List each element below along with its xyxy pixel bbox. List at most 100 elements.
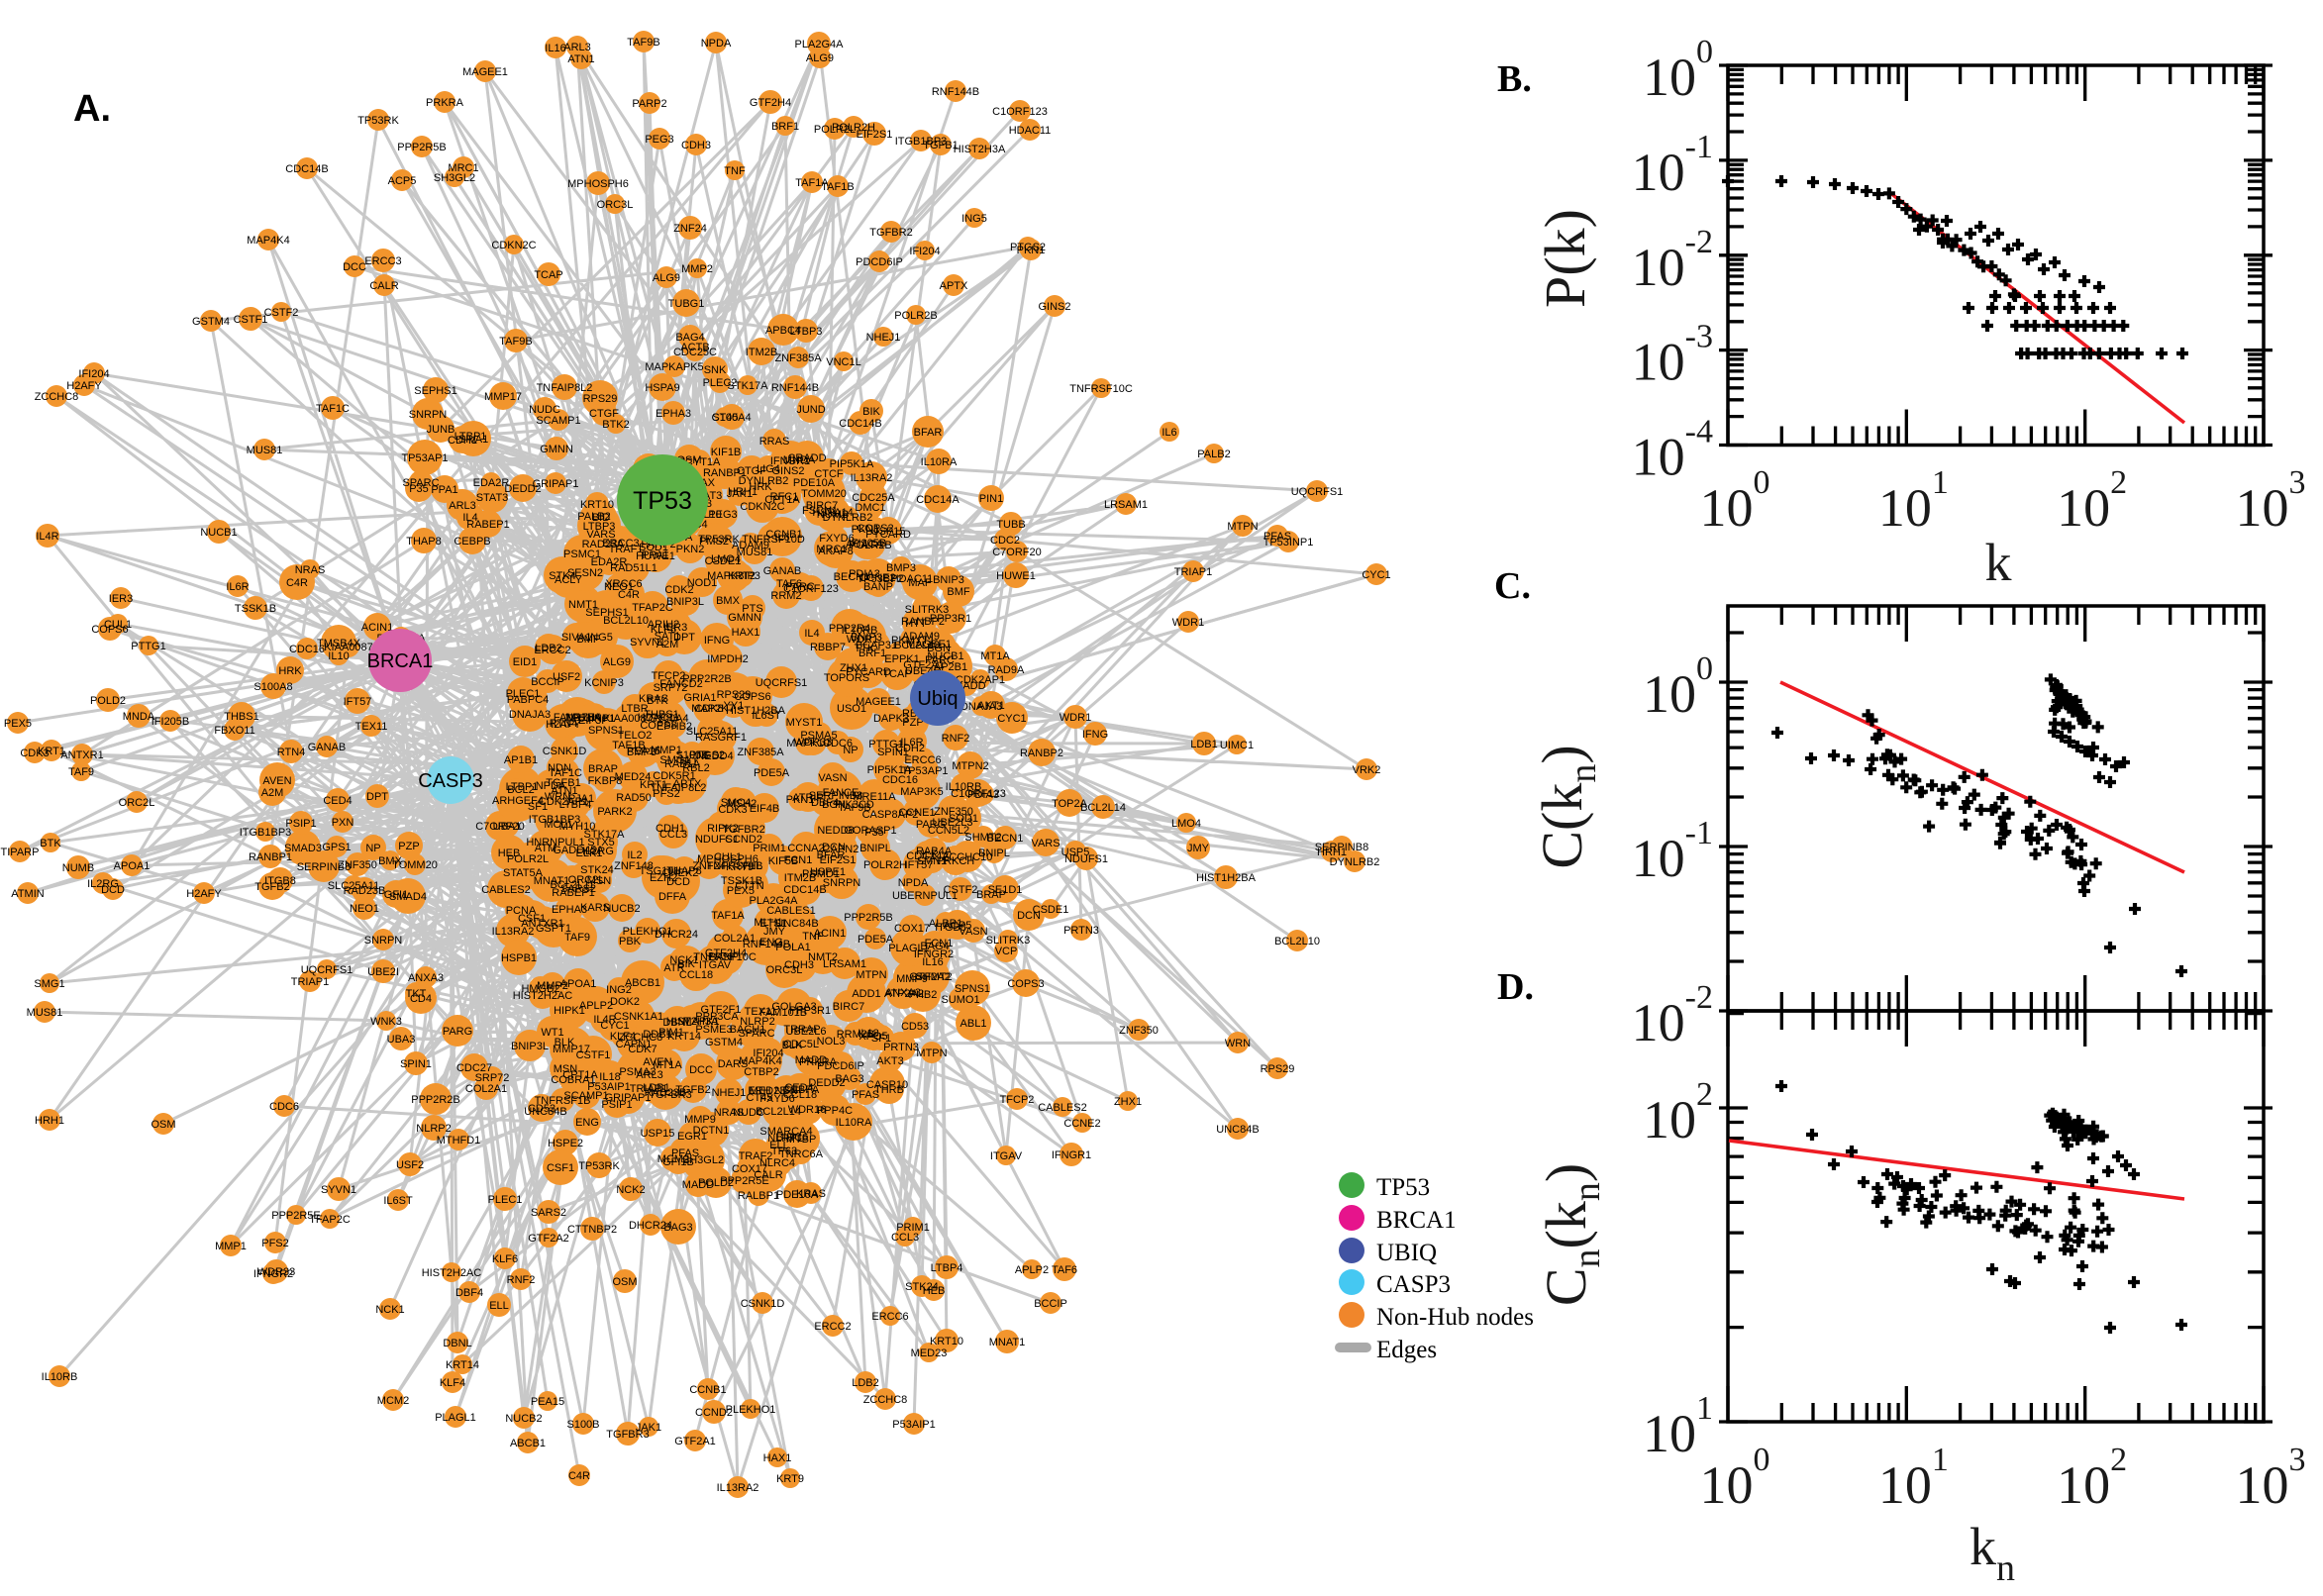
svg-text:NP: NP	[365, 843, 380, 854]
svg-text:JMY: JMY	[1187, 843, 1210, 854]
svg-text:PFS2: PFS2	[653, 788, 680, 800]
svg-text:LTBP4: LTBP4	[931, 1262, 963, 1274]
svg-text:STK24: STK24	[905, 1281, 939, 1293]
svg-text:TNFAIP8L2: TNFAIP8L2	[651, 782, 707, 794]
svg-text:APLP2: APLP2	[1015, 1264, 1049, 1276]
svg-text:CASP10: CASP10	[866, 1079, 908, 1091]
svg-text:BNIP3L: BNIP3L	[666, 596, 704, 608]
svg-text:PKN1: PKN1	[1017, 245, 1046, 256]
svg-text:TKT: TKT	[406, 988, 427, 1000]
svg-text:PRIM1: PRIM1	[896, 1222, 930, 1234]
svg-text:CPT1A: CPT1A	[562, 1069, 598, 1081]
svg-text:PEG3: PEG3	[645, 134, 673, 146]
svg-text:NOD1: NOD1	[687, 577, 718, 589]
svg-text:TFCP2: TFCP2	[1000, 1094, 1035, 1106]
svg-text:PPA1: PPA1	[642, 549, 668, 561]
svg-text:PPP2R5B: PPP2R5B	[397, 142, 447, 153]
svg-text:GMNN: GMNN	[728, 612, 761, 624]
svg-text:ZNF350: ZNF350	[338, 859, 377, 871]
svg-text:IL4R: IL4R	[36, 531, 58, 543]
svg-text:CED4: CED4	[323, 795, 352, 807]
svg-text:BCAP31: BCAP31	[856, 640, 897, 651]
svg-text:TP53RK: TP53RK	[357, 115, 399, 127]
svg-text:RTN4: RTN4	[550, 718, 578, 730]
svg-text:HRK: HRK	[749, 481, 772, 493]
svg-text:CCL3: CCL3	[659, 829, 687, 841]
svg-text:S100A8: S100A8	[253, 681, 292, 693]
svg-text:BNIP3: BNIP3	[851, 632, 882, 644]
svg-text:KRT10: KRT10	[930, 1336, 963, 1347]
svg-text:ANTXR1: ANTXR1	[521, 918, 563, 930]
svg-text:GOLGA3: GOLGA3	[771, 1001, 816, 1013]
svg-text:SRP72: SRP72	[654, 682, 688, 694]
svg-text:HIST2H3A: HIST2H3A	[666, 1016, 719, 1028]
svg-text:PBK: PBK	[619, 936, 642, 948]
svg-text:PYCARD: PYCARD	[865, 529, 911, 541]
svg-text:GINS2: GINS2	[1038, 301, 1070, 313]
svg-text:ALG9: ALG9	[806, 52, 834, 64]
svg-text:PARG: PARG	[916, 819, 946, 831]
svg-text:MUS81: MUS81	[27, 1007, 63, 1019]
svg-text:CPT1A: CPT1A	[764, 494, 800, 506]
svg-text:AVEN: AVEN	[643, 1056, 671, 1068]
svg-text:TAF1C: TAF1C	[549, 767, 582, 779]
svg-text:ACP5: ACP5	[944, 920, 972, 932]
svg-text:NMT2: NMT2	[808, 951, 838, 963]
svg-text:KARS: KARS	[580, 902, 610, 914]
svg-text:NUCB1: NUCB1	[200, 527, 237, 539]
svg-text:ATN1: ATN1	[551, 785, 577, 797]
svg-text:SE1D1: SE1D1	[988, 884, 1023, 896]
svg-text:ANXA3: ANXA3	[408, 972, 444, 984]
svg-text:Ubiq: Ubiq	[917, 688, 958, 710]
svg-text:EIF3F: EIF3F	[578, 715, 608, 727]
svg-text:UNC84B: UNC84B	[524, 1106, 566, 1118]
svg-text:PARC: PARC	[785, 581, 815, 593]
svg-text:RANBP1: RANBP1	[703, 467, 747, 479]
svg-text:STX5: STX5	[587, 837, 615, 848]
svg-text:TSG101: TSG101	[640, 865, 680, 877]
svg-text:TNFRSF10C: TNFRSF10C	[693, 951, 757, 963]
svg-text:CCL3: CCL3	[891, 1232, 919, 1244]
svg-text:NRAS: NRAS	[714, 1107, 745, 1119]
svg-text:MCM2: MCM2	[657, 1153, 689, 1165]
svg-text:PDE5A: PDE5A	[754, 767, 790, 779]
svg-text:MNAT1: MNAT1	[989, 1337, 1025, 1348]
svg-text:UNC84B: UNC84B	[775, 918, 818, 930]
svg-text:LTBP1: LTBP1	[454, 431, 487, 443]
svg-text:BIK: BIK	[677, 958, 695, 970]
svg-text:TAF1B: TAF1B	[821, 181, 854, 193]
svg-text:DYNLRB2: DYNLRB2	[739, 475, 789, 487]
svg-text:EPPK1: EPPK1	[884, 653, 919, 665]
svg-text:PSMA5: PSMA5	[800, 730, 837, 742]
svg-text:UBE2I: UBE2I	[367, 966, 399, 978]
svg-text:PTS: PTS	[742, 603, 762, 615]
svg-text:LMO4: LMO4	[1171, 818, 1201, 830]
svg-text:CRADD: CRADD	[787, 452, 826, 464]
svg-text:VRK2: VRK2	[1353, 764, 1381, 776]
svg-text:HNRNPUL1: HNRNPUL1	[526, 837, 584, 848]
svg-text:BAG3: BAG3	[663, 1222, 692, 1234]
svg-text:PPP3CA: PPP3CA	[695, 1011, 739, 1023]
svg-text:MRC1: MRC1	[448, 162, 478, 174]
svg-text:PRIM1: PRIM1	[753, 843, 786, 854]
svg-text:ATMIN: ATMIN	[11, 888, 44, 900]
svg-text:HSPE1: HSPE1	[810, 866, 846, 878]
svg-text:C4R: C4R	[568, 1470, 590, 1482]
svg-text:BMX: BMX	[716, 595, 741, 607]
svg-text:ANXA3: ANXA3	[885, 987, 921, 999]
svg-text:CSNK1D: CSNK1D	[543, 746, 587, 757]
svg-text:LDB2: LDB2	[535, 643, 562, 654]
svg-text:COPS6: COPS6	[734, 691, 770, 703]
svg-text:IFI204: IFI204	[78, 368, 109, 380]
svg-text:DYNLRB2: DYNLRB2	[1330, 856, 1380, 868]
svg-text:TOMM20: TOMM20	[801, 488, 847, 500]
svg-text:ARL3: ARL3	[636, 1069, 663, 1081]
svg-text:FANCD2: FANCD2	[659, 678, 702, 690]
svg-text:HTT: HTT	[905, 618, 927, 630]
svg-text:ERCC2: ERCC2	[534, 645, 570, 656]
svg-text:CCL18: CCL18	[679, 969, 713, 981]
svg-text:BRAP: BRAP	[588, 763, 618, 775]
svg-text:BRAP: BRAP	[976, 889, 1006, 901]
svg-text:UBE2L6: UBE2L6	[786, 1026, 827, 1038]
svg-text:CSTF1: CSTF1	[576, 1049, 611, 1061]
